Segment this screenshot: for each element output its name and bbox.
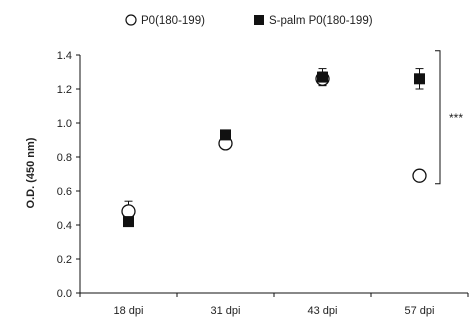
- y-ticks: 0.0 0.2 0.4 0.6 0.8 1.0 1.2 1.4: [57, 50, 80, 300]
- data-point-spalm: [414, 73, 425, 85]
- bracket-line: [435, 50, 441, 185]
- data-point-p0: [121, 204, 136, 219]
- y-tick-label: 0.6: [57, 186, 72, 198]
- x-tick-label: 57 dpi: [405, 305, 435, 317]
- data-points: [121, 71, 427, 228]
- x-tick-label: 43 dpi: [308, 305, 338, 317]
- significance-bracket: ***: [435, 50, 463, 185]
- y-tick-label: 1.0: [57, 118, 72, 130]
- y-tick-label: 0.0: [57, 288, 72, 300]
- significance-label: ***: [449, 111, 463, 125]
- y-axis-label: O.D. (450 nm): [25, 137, 37, 208]
- x-tick-label: 31 dpi: [211, 305, 241, 317]
- x-ticks: 18 dpi 31 dpi 43 dpi 57 dpi: [79, 293, 469, 317]
- legend-marker-p0: [125, 14, 137, 26]
- legend: P0(180-199) S-palm P0(180-199): [125, 14, 373, 27]
- data-point-p0: [412, 168, 427, 183]
- y-tick-label: 0.4: [57, 220, 72, 232]
- legend-label-p0: P0(180-199): [141, 15, 205, 27]
- legend-label-spalm: S-palm P0(180-199): [269, 15, 373, 27]
- y-tick-label: 1.2: [57, 84, 72, 96]
- y-tick-label: 1.4: [57, 50, 72, 62]
- y-tick-label: 0.2: [57, 254, 72, 266]
- y-tick-label: 0.8: [57, 152, 72, 164]
- data-point-spalm: [220, 129, 231, 141]
- error-bars: [124, 68, 424, 226]
- legend-marker-spalm: [254, 15, 264, 25]
- data-point-spalm: [317, 71, 328, 83]
- x-tick-label: 18 dpi: [114, 305, 144, 317]
- data-point-spalm: [123, 216, 134, 228]
